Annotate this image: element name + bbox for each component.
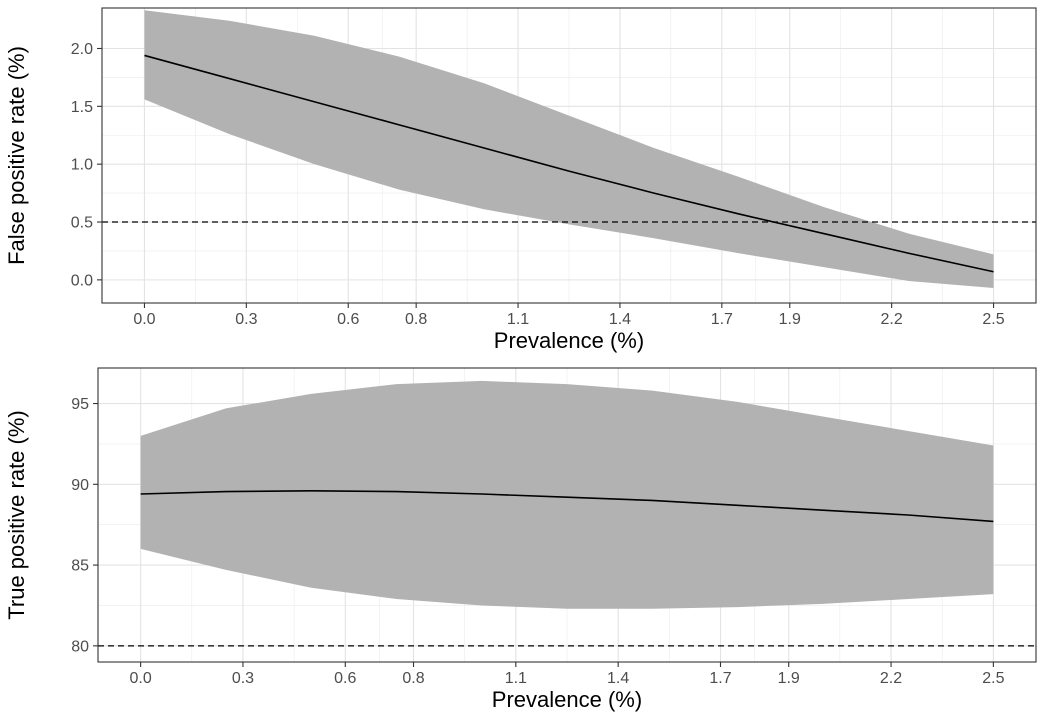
panel-2-y-tick-label: 80 (71, 638, 89, 655)
panel-1-x-tick-label: 2.2 (881, 311, 903, 328)
panel-1-y-tick-label: 0.0 (71, 272, 93, 289)
panel-2-x-axis-title: Prevalence (%) (492, 687, 642, 712)
panel-1-x-axis-title: Prevalence (%) (494, 328, 644, 353)
panel-2-series-line (140, 489, 994, 523)
panel-1-x-tick-label: 0.8 (405, 311, 427, 328)
panel-2-plot: 0.0 0.3 0.6 0.8 1.1 1.4 1.7 1.9 2.2 2.5 80 85 90 95 Pr… (4, 367, 1037, 712)
panel-2-x-tick-label: 0.0 (130, 670, 152, 687)
panel-1-x-tick-label: 2.5 (982, 311, 1004, 328)
panel-2-x-tick-label: 2.5 (982, 670, 1004, 687)
panel-2-x-tick-label: 0.8 (402, 670, 424, 687)
panel-2-x-tick-label: 1.9 (778, 670, 800, 687)
panel-2-panel-border (97, 367, 1037, 663)
panel-1-x-tick-label: 0.3 (235, 311, 257, 328)
panel-1-panel-border (101, 7, 1037, 304)
panel-2-confidence-band (140, 380, 994, 609)
panel-2-x-tick-label: 0.3 (232, 670, 254, 687)
panel-1-x-tick-label: 1.7 (711, 311, 733, 328)
panel-2-x-tick-label: 1.4 (607, 670, 629, 687)
panel-1-plot: 0.0 0.3 0.6 0.8 1.1 1.4 1.7 1.9 2.2 2.5 0.0 0.5 1.0 1… (4, 7, 1037, 353)
panel-2-y-tick-label: 85 (71, 558, 89, 575)
panel-2-y-tick-label: 90 (71, 477, 89, 494)
panel-2-x-tick-label: 1.7 (709, 670, 731, 687)
panel-2-x-tick-label: 1.1 (505, 670, 527, 687)
panel-1-series-line (144, 54, 994, 273)
panel-1-y-tick-label: 1.0 (71, 157, 93, 174)
panel-1-x-tick-label: 0.0 (133, 311, 155, 328)
panel-1-y-tick-label: 2.0 (71, 41, 93, 58)
panel-1-y-tick-label: 0.5 (71, 215, 93, 232)
panel-1-confidence-band (144, 10, 994, 288)
panel-1-y-tick-label: 1.5 (71, 99, 93, 116)
panel-2-y-tick-label: 95 (71, 396, 89, 413)
panel-2-y-axis-title: True positive rate (%) (4, 410, 29, 619)
panel-2-x-tick-label: 0.6 (334, 670, 356, 687)
panel-1-x-tick-label: 1.9 (779, 311, 801, 328)
panel-1-y-axis-title: False positive rate (%) (4, 46, 29, 265)
panel-1-x-tick-label: 1.1 (507, 311, 529, 328)
panel-1-x-tick-label: 0.6 (337, 311, 359, 328)
panel-2-x-tick-label: 2.2 (880, 670, 902, 687)
panel-1-x-tick-label: 1.4 (609, 311, 631, 328)
